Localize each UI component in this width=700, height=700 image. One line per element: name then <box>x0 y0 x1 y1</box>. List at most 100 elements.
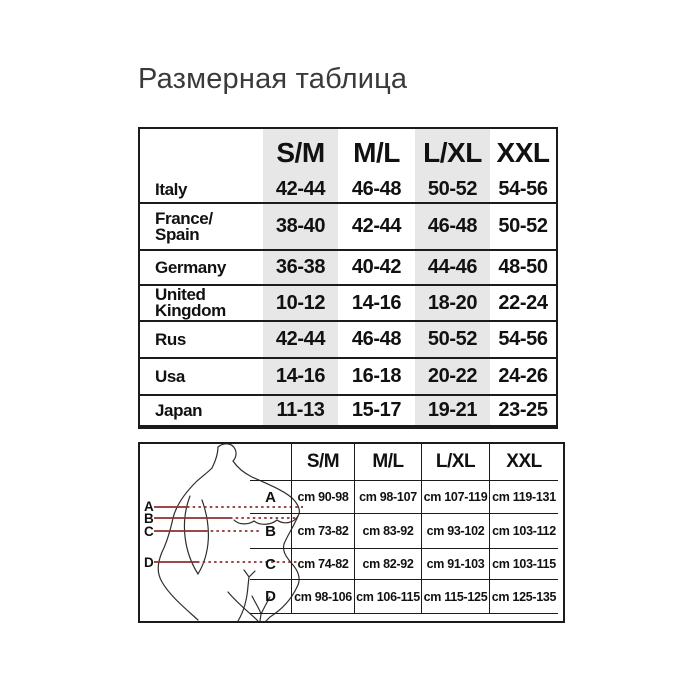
column-header-ml: M/L <box>355 444 422 480</box>
row-label-line2: Kingdom <box>155 301 226 320</box>
cell-value: cm 73-82 <box>292 514 355 548</box>
cell-value: cm 98-107 <box>355 481 422 513</box>
row-label-text: United Kingdom <box>155 285 226 320</box>
cell-value: 50-52 <box>415 322 490 357</box>
cell-value: 54-56 <box>498 328 548 350</box>
figure-label-d: D <box>144 555 154 570</box>
row-label: D <box>250 580 292 613</box>
measure-row-d: D cm 98-106 cm 106-115 cm 115-125 cm 125… <box>250 580 558 614</box>
cell-value: 44-46 <box>415 251 490 284</box>
measure-row-b: B cm 73-82 cm 83-92 cm 93-102 cm 103-112 <box>250 514 558 549</box>
column-header-xxl: XXL <box>496 137 550 168</box>
cell-value: cm 74-82 <box>292 549 355 579</box>
figure-label-b: B <box>144 511 154 526</box>
header-empty-cell <box>250 444 292 480</box>
row-label: Rus <box>140 322 263 357</box>
cell-value: 14-16 <box>263 359 338 394</box>
column-header-lxl: L/XL <box>415 129 490 177</box>
row-label: Germany <box>140 251 263 284</box>
page-title: Размерная таблица <box>138 63 408 95</box>
cell-value: 19-21 <box>415 396 490 425</box>
cell-value: cm 91-103 <box>422 549 490 579</box>
cell-value: cm 119-131 <box>492 490 556 504</box>
cell-value: 46-48 <box>351 178 402 200</box>
measurements-header-row: S/M M/L L/XL XXL <box>250 444 558 481</box>
cell-value: 38-40 <box>263 204 338 249</box>
row-label-text: Germany <box>155 257 226 277</box>
cell-value: 22-24 <box>498 291 548 314</box>
cell-value: cm 107-119 <box>422 481 490 513</box>
column-header-ml: M/L <box>353 137 400 168</box>
row-label: Usa <box>140 359 263 394</box>
row-label-text: Rus <box>155 329 186 349</box>
cell-value: 46-48 <box>351 328 402 350</box>
row-label-line2: Spain <box>155 224 200 244</box>
body-figure-diagram: A B C D <box>140 443 390 622</box>
cell-value: 15-17 <box>351 399 402 421</box>
measure-lines <box>154 506 303 563</box>
cell-value: 54-56 <box>498 178 548 200</box>
cell-value: 16-18 <box>351 365 402 387</box>
row-label-text: Japan <box>155 400 203 420</box>
row-label: A <box>250 481 292 513</box>
row-label-text: France/ Spain <box>155 208 213 244</box>
row-label-text: Italy <box>155 179 188 199</box>
measure-row-a: A cm 90-98 cm 98-107 cm 107-119 cm 119-1… <box>250 481 558 514</box>
cell-value: 20-22 <box>415 359 490 394</box>
column-header-sm: S/M <box>292 444 355 480</box>
cell-value: 48-50 <box>498 256 548 278</box>
cell-value: cm 90-98 <box>292 481 355 513</box>
cell-value: 42-44 <box>351 215 402 237</box>
table-row-japan: Japan 11-13 15-17 19-21 23-25 <box>140 396 556 427</box>
cell-value: 14-16 <box>351 291 402 314</box>
table-row-united-kingdom: United Kingdom 10-12 14-16 18-20 22-24 <box>140 286 556 322</box>
body-measurements-box: A B C D S/M M/L L/XL XXL A cm 90-98 cm 9… <box>138 442 565 623</box>
cell-value: cm 125-135 <box>491 589 557 604</box>
cell-value: cm 115-125 <box>422 580 490 613</box>
column-header-xxl: XXL <box>506 451 542 472</box>
cell-value: cm 103-115 <box>492 557 556 571</box>
table-row-france-spain: France/ Spain 38-40 42-44 46-48 50-52 <box>140 204 556 251</box>
country-size-table: S/M M/L L/XL XXL Italy 42-44 46-48 50-52… <box>138 127 558 429</box>
row-label: Italy <box>140 177 263 202</box>
cell-value: cm 106-115 <box>355 580 422 613</box>
measurements-table: S/M M/L L/XL XXL A cm 90-98 cm 98-107 cm… <box>250 444 558 614</box>
column-header-lxl: L/XL <box>422 444 490 480</box>
row-label: France/ Spain <box>140 204 263 249</box>
cell-value: 23-25 <box>498 399 548 421</box>
figure-label-a: A <box>144 499 154 514</box>
measure-row-c: C cm 74-82 cm 82-92 cm 91-103 cm 103-115 <box>250 549 558 580</box>
figure-label-c: C <box>144 524 154 539</box>
cell-value: 46-48 <box>415 204 490 249</box>
row-label: C <box>250 549 292 579</box>
table-row-germany: Germany 36-38 40-42 44-46 48-50 <box>140 251 556 286</box>
header-empty-cell <box>140 129 263 177</box>
cell-value: 50-52 <box>498 215 548 237</box>
table-row-italy: Italy 42-44 46-48 50-52 54-56 <box>140 177 556 204</box>
cell-value: 11-13 <box>263 396 338 425</box>
cell-value: 18-20 <box>415 286 490 320</box>
cell-value: cm 93-102 <box>422 514 490 548</box>
cell-value: 36-38 <box>263 251 338 284</box>
table-row-usa: Usa 14-16 16-18 20-22 24-26 <box>140 359 556 396</box>
row-label-line1: France/ <box>155 208 213 228</box>
cell-value: 40-42 <box>351 256 402 278</box>
cell-value: 42-44 <box>263 322 338 357</box>
row-label-line1: United <box>155 285 206 304</box>
cell-value: cm 83-92 <box>355 514 422 548</box>
row-label: United Kingdom <box>140 286 263 320</box>
size-table-header-row: S/M M/L L/XL XXL <box>140 129 556 177</box>
body-figure-illustration <box>154 443 303 622</box>
column-header-sm: S/M <box>263 129 338 177</box>
cell-value: cm 98-106 <box>292 580 355 613</box>
row-label: B <box>250 514 292 548</box>
row-label-text: Usa <box>155 366 185 386</box>
cell-value: 24-26 <box>498 365 548 387</box>
row-label: Japan <box>140 396 263 425</box>
table-row-rus: Rus 42-44 46-48 50-52 54-56 <box>140 322 556 359</box>
cell-value: 50-52 <box>415 177 490 202</box>
cell-value: 42-44 <box>263 177 338 202</box>
cell-value: 10-12 <box>263 286 338 320</box>
cell-value: cm 82-92 <box>355 549 422 579</box>
